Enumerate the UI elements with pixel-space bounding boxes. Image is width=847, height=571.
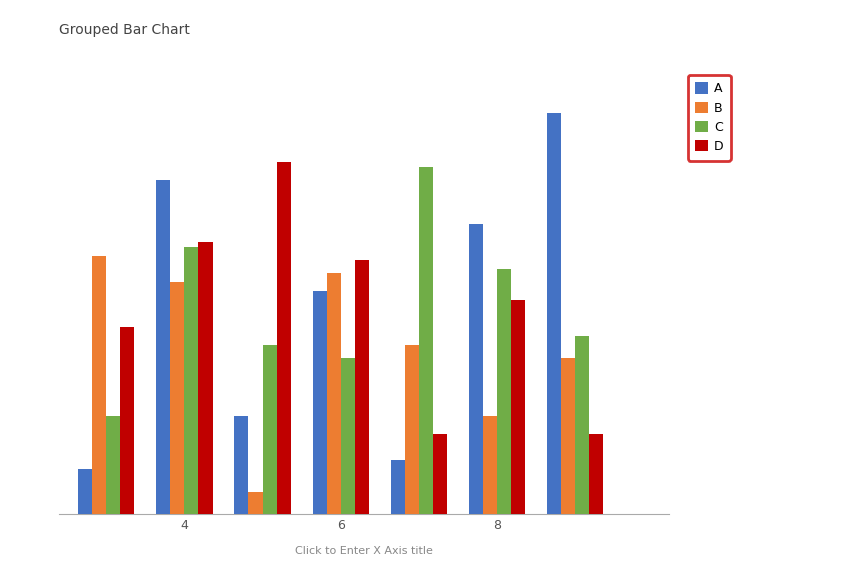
Bar [170,282,185,514]
Bar [235,416,248,514]
Bar [483,416,497,514]
Bar [562,358,575,514]
Text: Grouped Bar Chart: Grouped Bar Chart [59,23,191,37]
Bar [156,180,170,514]
Bar [120,327,135,514]
Bar [419,167,433,514]
Bar [405,345,419,514]
Bar [590,434,603,514]
Bar [277,162,291,514]
Bar [575,336,590,514]
Bar [390,460,405,514]
Bar [547,113,562,514]
X-axis label: Click to Enter X Axis title: Click to Enter X Axis title [296,546,433,556]
Bar [106,416,120,514]
Bar [263,345,277,514]
Bar [512,300,525,514]
Bar [313,291,327,514]
Legend: A, B, C, D: A, B, C, D [688,75,731,160]
Bar [248,492,263,514]
Bar [355,260,369,514]
Bar [198,242,213,514]
Bar [185,247,198,514]
Bar [433,434,447,514]
Bar [469,224,483,514]
Bar [78,469,92,514]
Bar [497,269,512,514]
Bar [92,256,106,514]
Bar [327,274,340,514]
Bar [340,358,355,514]
